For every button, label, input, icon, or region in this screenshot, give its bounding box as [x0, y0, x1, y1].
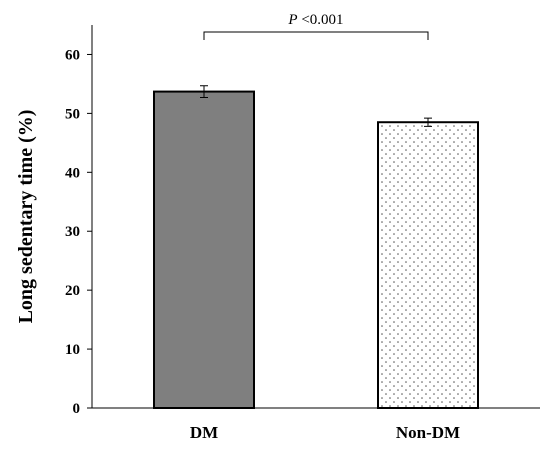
bars [153, 90, 479, 410]
significance-p: P [287, 12, 297, 28]
y-tick-label: 50 [65, 106, 80, 122]
y-tick-label: 60 [65, 47, 80, 63]
y-tick-label: 30 [65, 224, 80, 240]
significance-annotation: P <0.001 [203, 12, 429, 40]
error-bar [424, 117, 432, 127]
y-tick-label: 20 [65, 283, 80, 299]
y-tick-label: 10 [65, 342, 80, 358]
y-tick-label: 40 [65, 165, 80, 181]
bar-dm [153, 90, 255, 410]
error-bar [200, 85, 208, 98]
y-axis-label: Long sedentary time (%) [15, 110, 37, 324]
x-category-label: DM [190, 423, 218, 442]
bar-non-dm [377, 121, 479, 409]
significance-bracket [203, 31, 429, 40]
significance-label: P <0.001 [287, 12, 343, 28]
significance-value: <0.001 [298, 12, 344, 28]
error-bars [200, 85, 432, 127]
x-category-label: Non-DM [396, 423, 460, 442]
x-axis-categories: DM Non-DM [190, 423, 460, 442]
y-tick-label: 0 [73, 401, 81, 417]
